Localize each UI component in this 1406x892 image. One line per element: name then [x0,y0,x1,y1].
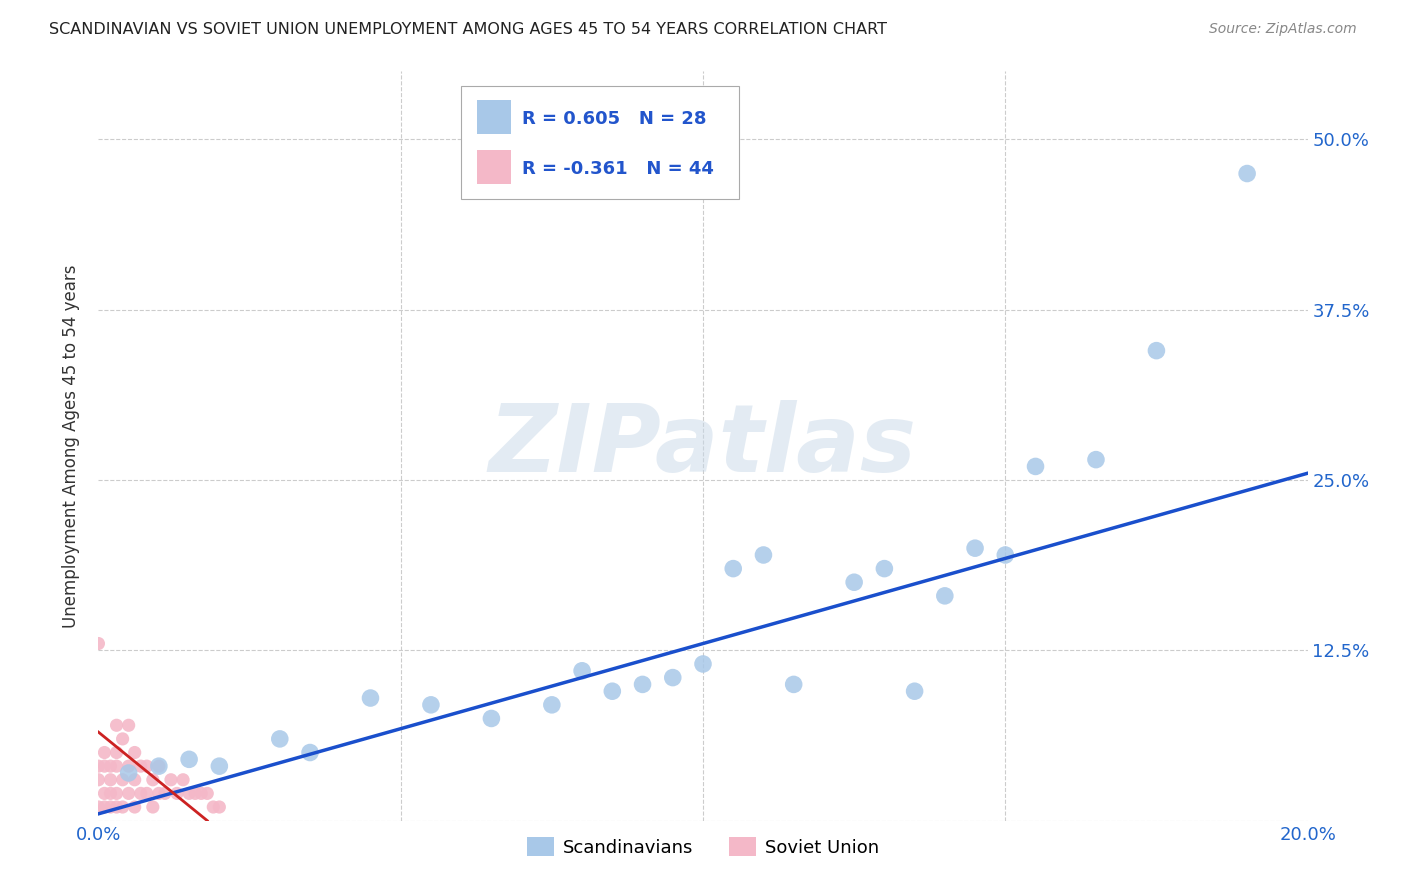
Legend: Scandinavians, Soviet Union: Scandinavians, Soviet Union [519,830,887,864]
Point [100,759,122,773]
Point [135,786,157,800]
Point [540,698,562,712]
Text: ZIPatlas: ZIPatlas [489,400,917,492]
Y-axis label: Unemployment Among Ages 45 to 54 years: Unemployment Among Ages 45 to 54 years [62,264,80,628]
Point [87,636,110,650]
Point [160,772,183,787]
Point [692,657,714,671]
Text: SCANDINAVIAN VS SOVIET UNION UNEMPLOYMENT AMONG AGES 45 TO 54 YEARS CORRELATION : SCANDINAVIAN VS SOVIET UNION UNEMPLOYMEN… [49,22,887,37]
Point [124,800,146,814]
Point [184,786,207,800]
Point [179,752,201,766]
Point [118,718,141,732]
Point [752,548,775,562]
Point [105,800,128,814]
Point [87,800,110,814]
Point [202,800,225,814]
Point [93,746,115,760]
Point [93,800,115,814]
Point [105,759,128,773]
Point [153,786,176,800]
Point [481,711,503,725]
Point [105,746,128,760]
Point [904,684,927,698]
Point [111,772,134,787]
Point [965,541,987,556]
Point [783,677,806,691]
Point [105,718,128,732]
Point [631,677,654,691]
Point [118,766,141,780]
Point [93,786,115,800]
Text: Source: ZipAtlas.com: Source: ZipAtlas.com [1209,22,1357,37]
Point [124,772,146,787]
Text: R = -0.361   N = 44: R = -0.361 N = 44 [522,160,713,178]
Point [1144,343,1167,358]
Point [129,786,152,800]
Point [166,786,188,800]
Point [118,759,141,773]
FancyBboxPatch shape [477,150,510,184]
FancyBboxPatch shape [461,87,740,199]
Point [87,772,110,787]
Point [100,772,122,787]
Point [100,786,122,800]
Point [1236,167,1258,181]
FancyBboxPatch shape [477,100,510,134]
Point [148,786,170,800]
Point [111,800,134,814]
Point [208,759,231,773]
Point [269,731,291,746]
Point [1085,452,1108,467]
Point [142,772,165,787]
Point [844,575,866,590]
Point [93,759,115,773]
Point [148,759,170,773]
Point [105,786,128,800]
Text: R = 0.605   N = 28: R = 0.605 N = 28 [522,110,706,128]
Point [179,786,201,800]
Point [124,746,146,760]
Point [190,786,212,800]
Point [723,561,745,575]
Point [87,759,110,773]
Point [118,786,141,800]
Point [661,671,683,685]
Point [1024,459,1046,474]
Point [135,759,157,773]
Point [420,698,443,712]
Point [129,759,152,773]
Point [100,800,122,814]
Point [142,800,165,814]
Point [148,759,170,773]
Point [934,589,956,603]
Point [111,731,134,746]
Point [360,691,382,706]
Point [172,772,194,787]
Point [571,664,593,678]
Point [994,548,1017,562]
Point [873,561,896,575]
Point [208,800,231,814]
Point [195,786,218,800]
Point [299,746,322,760]
Point [602,684,624,698]
